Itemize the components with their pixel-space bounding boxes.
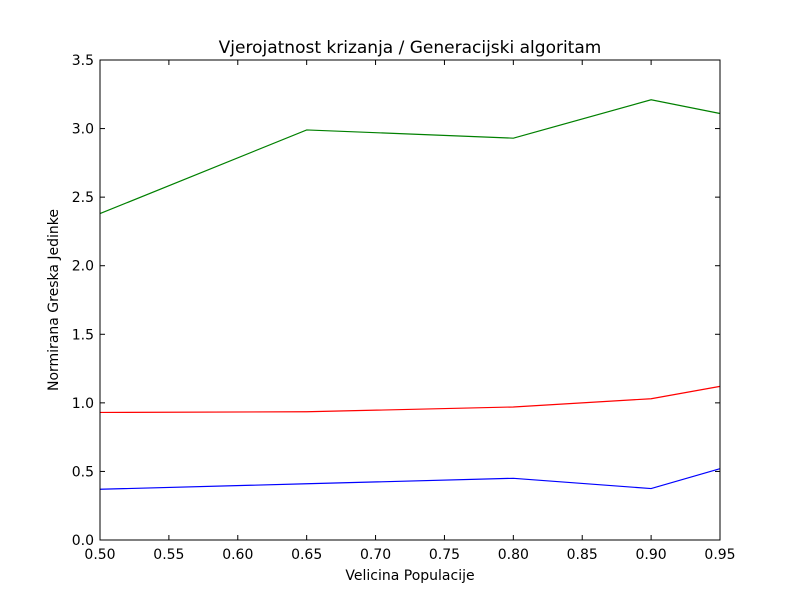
x-tick-label: 0.55 [153,547,184,563]
y-tick-label: 0.5 [72,464,94,480]
x-tick-label: 0.85 [567,547,598,563]
y-tick-label: 3.0 [72,122,94,138]
x-tick-label: 0.95 [704,547,735,563]
x-tick-label: 0.50 [84,547,115,563]
x-tick-label: 0.65 [291,547,322,563]
series-line-3 [99,468,721,490]
y-tick-label: 1.0 [72,396,94,412]
y-tick-label: 0.0 [72,533,94,549]
series-line-1 [99,99,721,215]
x-tick-label: 0.60 [222,547,253,563]
series-line-2 [99,385,721,414]
y-tick-label: 1.5 [72,327,94,343]
ticks-layer: 0.50 0.55 0.60 0.65 0.70 0.75 0.80 0.85 0.90 0.95… [72,53,736,563]
series-layer [99,99,721,490]
plot-frame [99,59,721,541]
x-tick-label: 0.70 [360,547,391,563]
y-tick-label: 2.5 [72,190,94,206]
chart-title: Vjerojatnost krizanja / Generacijski alg… [219,38,602,58]
x-tick-label: 0.80 [498,547,529,563]
x-tick-label: 0.90 [636,547,667,563]
y-axis-label: Normirana Greska Jedinke [46,209,62,391]
x-tick-label: 0.75 [429,547,460,563]
x-axis-label: Velicina Populacije [345,568,474,584]
y-tick-label: 2.0 [72,259,94,275]
y-tick-label: 3.5 [72,53,94,69]
